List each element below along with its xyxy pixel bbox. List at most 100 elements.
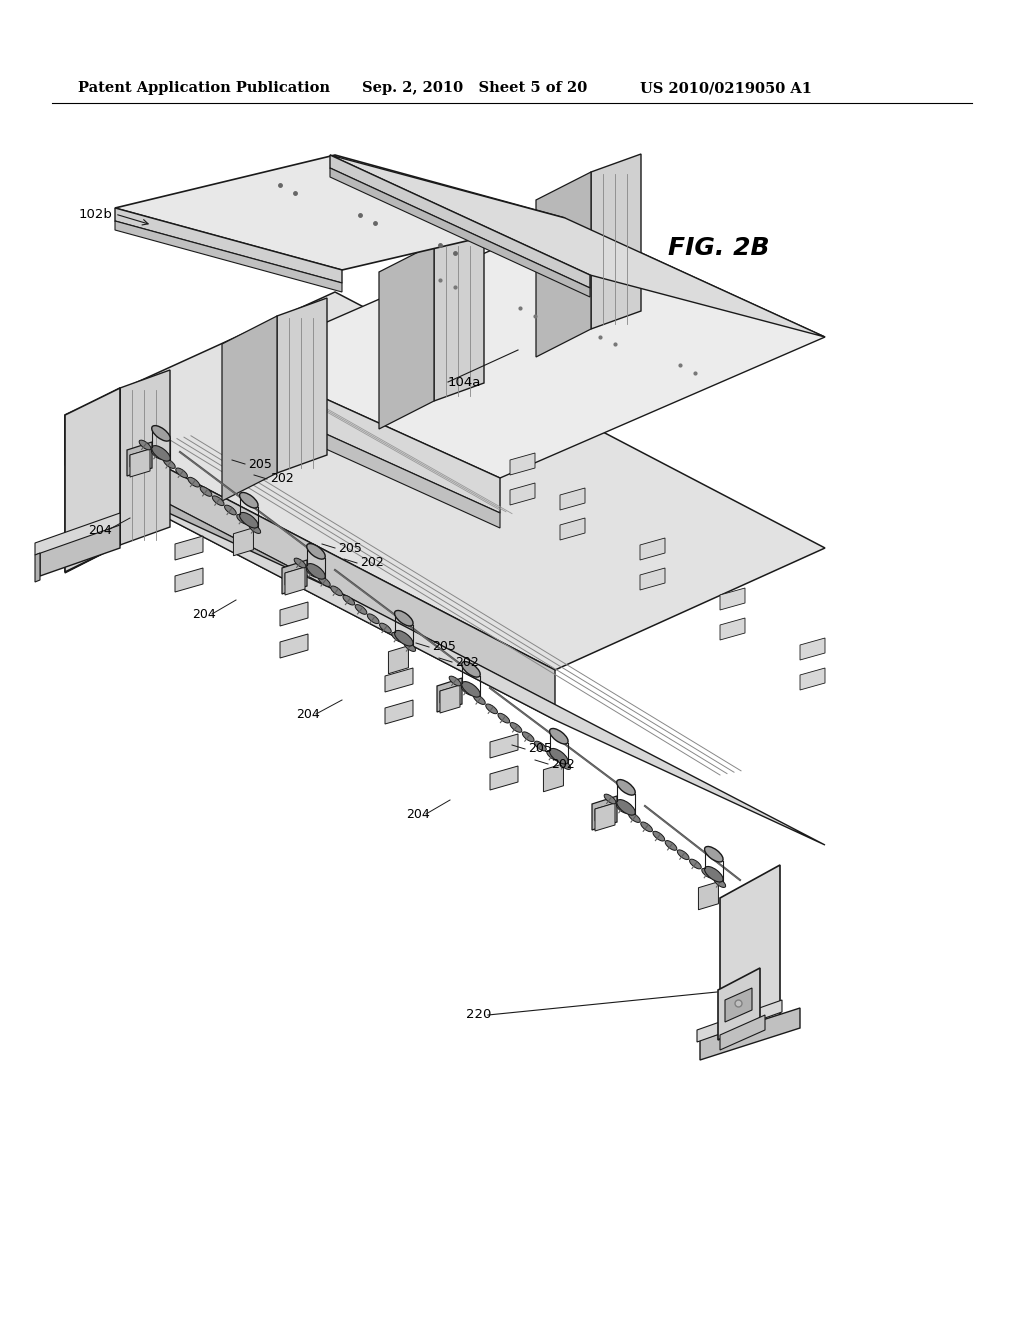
Polygon shape [175, 536, 203, 560]
Ellipse shape [550, 729, 568, 744]
Polygon shape [800, 638, 825, 660]
Polygon shape [385, 700, 413, 723]
Polygon shape [130, 449, 150, 477]
Polygon shape [379, 244, 434, 429]
Ellipse shape [462, 681, 480, 697]
Ellipse shape [237, 515, 249, 524]
Ellipse shape [355, 605, 367, 614]
Text: 104a: 104a [449, 375, 481, 388]
Polygon shape [697, 1001, 782, 1041]
Text: 220: 220 [466, 1008, 492, 1022]
Ellipse shape [380, 623, 391, 632]
Ellipse shape [394, 610, 413, 626]
Polygon shape [490, 734, 518, 758]
Polygon shape [240, 218, 825, 478]
Polygon shape [278, 298, 327, 473]
Polygon shape [285, 568, 305, 595]
Polygon shape [592, 796, 617, 830]
Polygon shape [640, 539, 665, 560]
Ellipse shape [176, 469, 187, 478]
Ellipse shape [653, 832, 665, 841]
Ellipse shape [403, 642, 416, 652]
Text: FIG. 2B: FIG. 2B [668, 236, 769, 260]
Polygon shape [591, 154, 641, 329]
Ellipse shape [462, 685, 473, 696]
Text: 202: 202 [455, 656, 479, 668]
Ellipse shape [331, 586, 342, 595]
Ellipse shape [212, 496, 224, 506]
Text: 202: 202 [360, 557, 384, 569]
Polygon shape [280, 634, 308, 657]
Ellipse shape [705, 846, 723, 862]
Polygon shape [536, 172, 591, 356]
Ellipse shape [550, 748, 568, 764]
Text: 205: 205 [338, 541, 361, 554]
Ellipse shape [152, 449, 163, 459]
Polygon shape [35, 553, 40, 582]
Text: 202: 202 [270, 473, 294, 486]
Polygon shape [40, 521, 120, 576]
Polygon shape [720, 865, 780, 1053]
Ellipse shape [306, 568, 318, 577]
Polygon shape [440, 685, 460, 713]
Ellipse shape [547, 751, 558, 760]
Polygon shape [70, 502, 98, 525]
Ellipse shape [188, 478, 200, 487]
Ellipse shape [368, 614, 379, 623]
Polygon shape [560, 517, 585, 540]
Polygon shape [65, 465, 825, 845]
Ellipse shape [343, 595, 354, 605]
Text: 205: 205 [248, 458, 272, 470]
Ellipse shape [200, 487, 212, 496]
Polygon shape [240, 360, 500, 513]
Polygon shape [65, 388, 120, 573]
Ellipse shape [152, 446, 170, 461]
Text: 204: 204 [193, 607, 216, 620]
Ellipse shape [307, 564, 326, 579]
Ellipse shape [394, 631, 413, 645]
Polygon shape [65, 292, 825, 671]
Ellipse shape [240, 492, 258, 508]
Ellipse shape [498, 713, 510, 723]
Polygon shape [385, 668, 413, 692]
Ellipse shape [629, 813, 640, 822]
Polygon shape [70, 535, 98, 558]
Ellipse shape [689, 859, 701, 869]
Polygon shape [437, 678, 462, 711]
Polygon shape [440, 686, 457, 704]
Polygon shape [240, 395, 500, 528]
Ellipse shape [462, 661, 480, 677]
Polygon shape [544, 764, 563, 792]
Polygon shape [280, 602, 308, 626]
Polygon shape [698, 882, 719, 909]
Polygon shape [330, 154, 825, 337]
Ellipse shape [139, 440, 151, 450]
Polygon shape [800, 668, 825, 690]
Polygon shape [70, 470, 98, 494]
Ellipse shape [616, 800, 635, 816]
Polygon shape [725, 987, 752, 1022]
Ellipse shape [392, 632, 403, 642]
Polygon shape [282, 560, 307, 594]
Ellipse shape [559, 760, 570, 770]
Ellipse shape [705, 866, 723, 882]
Polygon shape [127, 442, 152, 477]
Ellipse shape [240, 512, 258, 528]
Polygon shape [65, 414, 555, 705]
Ellipse shape [641, 822, 652, 832]
Polygon shape [718, 968, 760, 1040]
Ellipse shape [604, 795, 615, 804]
Ellipse shape [164, 459, 175, 469]
Ellipse shape [294, 558, 306, 568]
Ellipse shape [701, 869, 714, 878]
Polygon shape [595, 803, 615, 832]
Polygon shape [330, 154, 590, 288]
Text: Patent Application Publication: Patent Application Publication [78, 81, 330, 95]
Polygon shape [434, 226, 484, 401]
Polygon shape [510, 483, 535, 506]
Ellipse shape [677, 850, 689, 859]
Text: 102b: 102b [78, 207, 112, 220]
Polygon shape [115, 220, 342, 292]
Text: 202: 202 [551, 758, 574, 771]
Text: 204: 204 [296, 708, 319, 721]
